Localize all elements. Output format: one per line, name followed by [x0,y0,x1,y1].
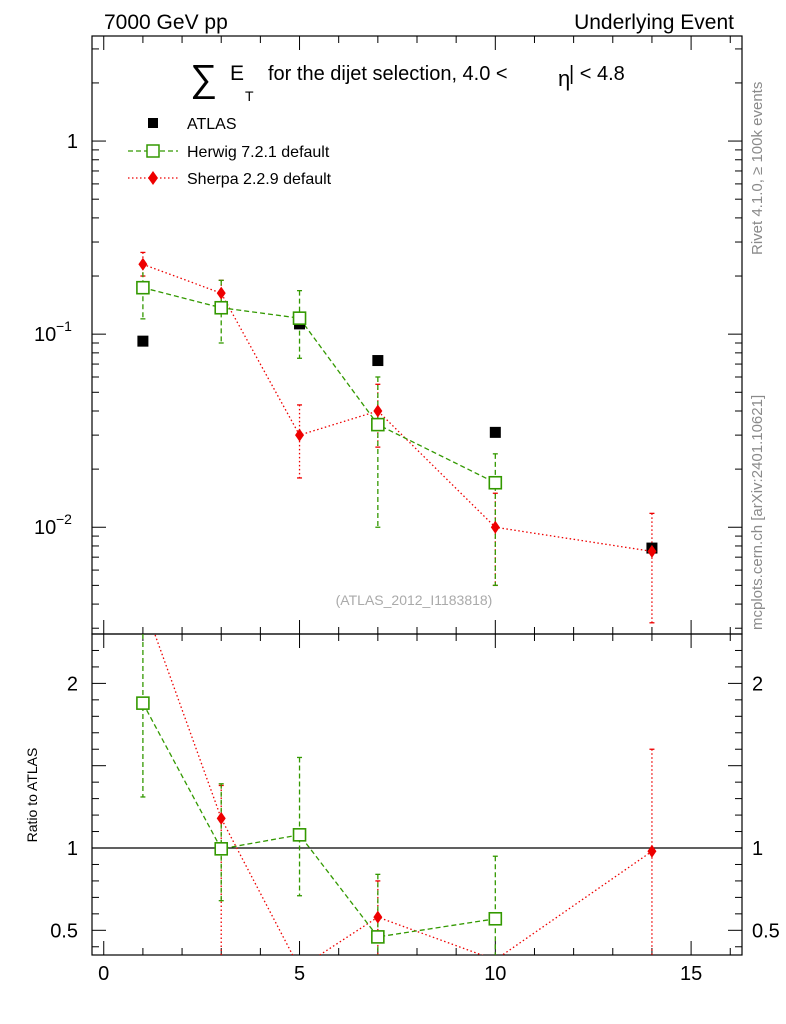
ratio-frame [91,633,743,956]
legend-atlas-label: ATLAS [187,116,237,133]
title-t-subscript: T [245,88,254,104]
herwig-ratio-point [371,930,385,944]
x-tick-label: 15 [680,963,702,985]
ratio-plot: 0 5 10 15 0.5 0.5 1 1 2 2 [50,633,780,985]
header-right: Underlying Event [574,11,734,34]
legend-sherpa-marker [148,171,158,185]
herwig-point [292,311,307,325]
title-text-end: | < 4.8 [569,63,625,85]
legend: ATLAS Herwig 7.2.1 default Sherpa 2.2.9 … [128,116,332,188]
herwig-point [214,300,229,315]
title-sum-symbol: ∑ [190,58,217,100]
main-data [136,251,658,624]
sherpa-point [295,428,305,442]
ratio-y-tick-label: 0.5 [50,920,78,942]
ratio-y-tick-label-right: 1 [752,838,763,860]
atlas-point [137,335,149,347]
ratio-y-tick-label-right: 0.5 [752,920,780,942]
ratio-data [136,634,657,955]
ratio-ylabel: Ratio to ATLAS [24,748,40,843]
ratio-y-tick-label: 1 [67,838,78,860]
herwig-point [371,417,385,432]
sherpa-point [373,404,383,418]
title-text: for the dijet selection, 4.0 < [268,63,508,85]
main-y-tick-exponent: −1 [56,318,72,334]
sherpa-ratio-point [216,811,226,825]
main-y-tick-exponent: −2 [56,511,72,527]
herwig-ratio-point [136,696,150,710]
sherpa-point [490,520,500,534]
ratio-y-tick-label: 2 [67,673,78,695]
ratio-y-tick-label-right: 2 [752,673,763,695]
sherpa-point [647,544,657,558]
atlas-point [489,426,501,438]
watermark: (ATLAS_2012_I1183818) [336,592,493,608]
herwig-line [142,287,496,484]
herwig-ratio-line [142,702,496,938]
herwig-point [488,475,503,490]
title-e-letter: E [230,62,244,85]
atlas-point [372,355,384,367]
main-y-tick-label: 10 [34,517,56,539]
legend-atlas-marker [148,118,158,128]
title-eta-symbol: η [558,66,570,91]
header-left: 7000 GeV pp [104,11,228,34]
legend-herwig-marker [146,144,160,158]
sherpa-point [216,286,226,300]
x-tick-label: 5 [294,963,305,985]
main-plot: 110−110−2 [34,35,743,635]
sherpa-ratio-point [373,910,383,924]
main-y-tick-label: 10 [34,324,56,346]
x-tick-label: 10 [484,963,506,985]
herwig-ratio-point [214,842,229,856]
herwig-ratio-point [488,911,503,926]
side-text-mcplots: mcplots.cern.ch [arXiv:2401.10621] [749,395,766,630]
legend-herwig-label: Herwig 7.2.1 default [187,144,330,161]
side-text-rivet: Rivet 4.1.0, ≥ 100k events [749,82,766,255]
herwig-point [136,280,150,295]
sherpa-ratio-line [154,634,653,955]
main-y-tick-label: 1 [67,131,78,153]
sherpa-ratio-point [647,844,657,858]
x-tick-label: 0 [98,963,109,985]
sherpa-point [138,257,148,271]
herwig-ratio-point [292,828,307,842]
legend-sherpa-label: Sherpa 2.2.9 default [187,171,332,188]
